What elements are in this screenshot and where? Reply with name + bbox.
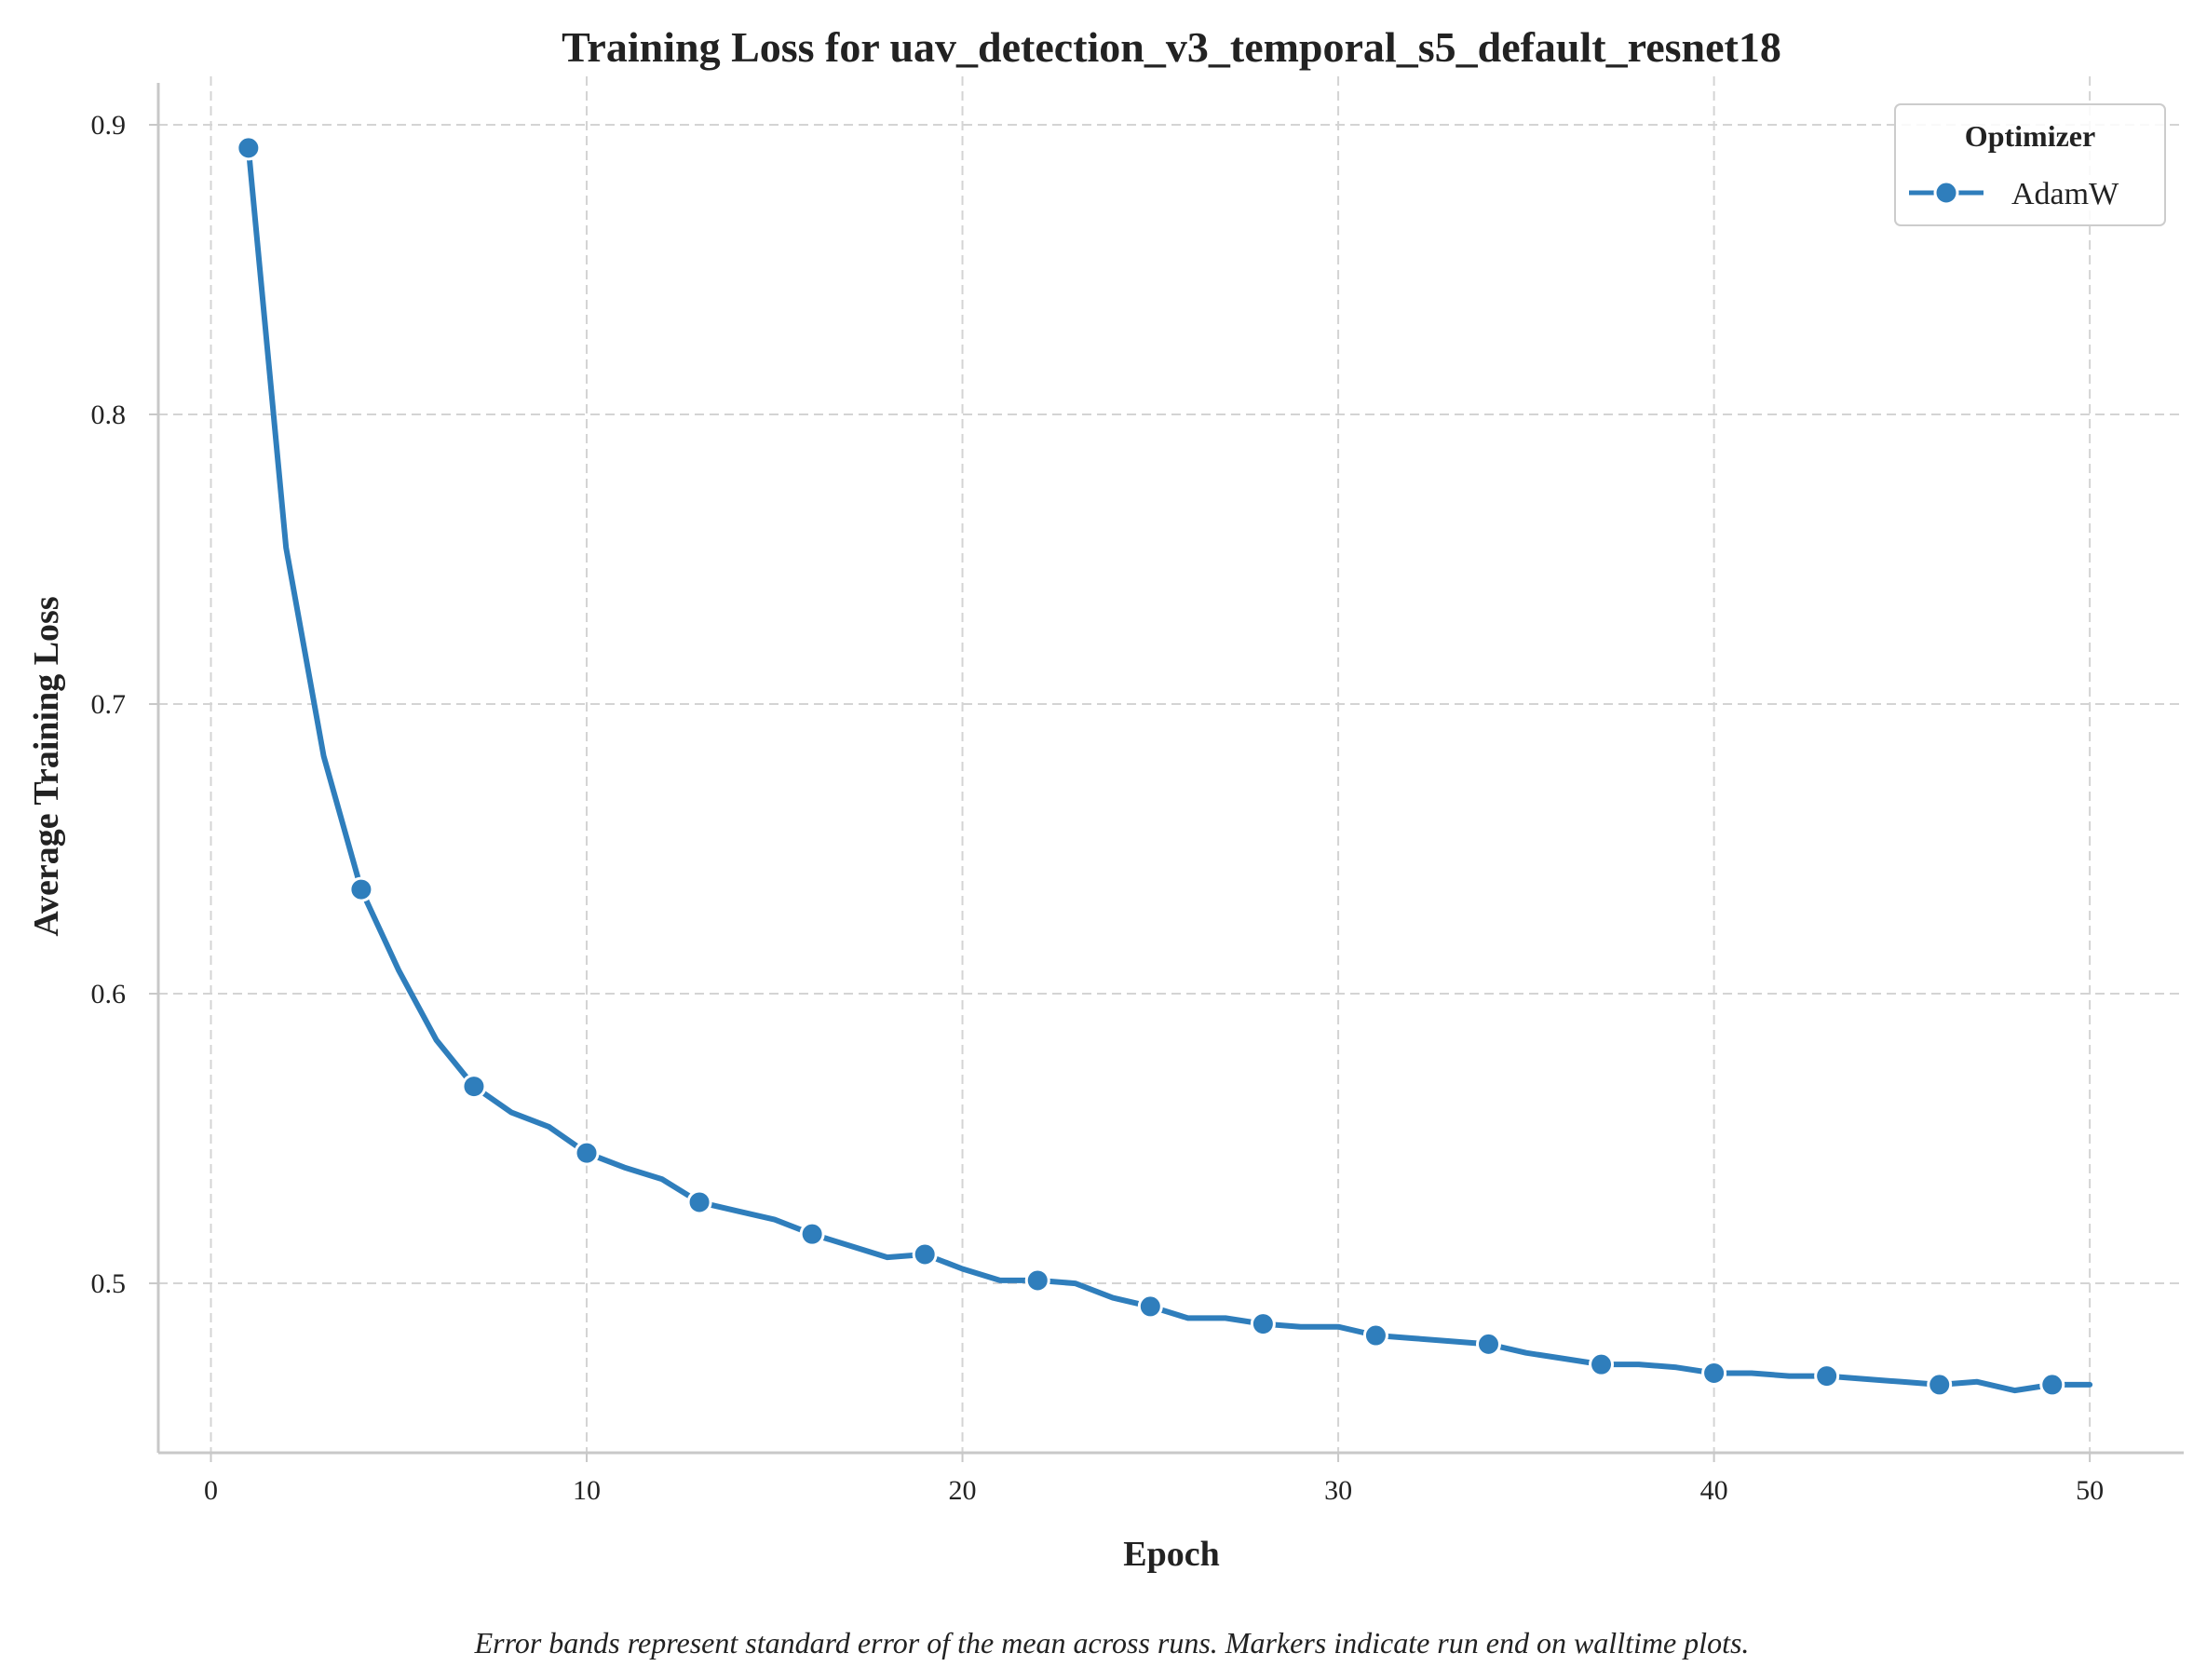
legend-entry-label: AdamW [2011, 177, 2119, 211]
data-point-marker [1701, 1360, 1727, 1386]
data-point-marker [799, 1221, 825, 1247]
data-point-marker [1250, 1311, 1276, 1337]
y-tick-label: 0.5 [91, 1268, 127, 1299]
series-adamw [236, 135, 2093, 1398]
x-tick-label: 10 [573, 1475, 601, 1506]
axes-spines [156, 83, 2184, 1455]
data-point-marker [236, 135, 262, 161]
data-point-marker [912, 1241, 938, 1267]
data-point-marker [1814, 1363, 1840, 1389]
x-axis-label: Epoch [1123, 1535, 1219, 1574]
y-axis-label: Average Training Loss [27, 596, 66, 936]
x-axis-ticks: 0 10 20 30 40 50 [204, 1453, 2104, 1506]
data-point-marker [686, 1189, 712, 1215]
chart-caption: Error bands represent standard error of … [474, 1626, 1750, 1660]
data-point-marker [1137, 1294, 1163, 1320]
data-point-marker [2039, 1372, 2065, 1398]
y-tick-label: 0.6 [91, 979, 127, 1009]
data-point-marker [1475, 1331, 1501, 1357]
legend: Optimizer AdamW [1894, 103, 2166, 226]
data-point-marker [1927, 1372, 1953, 1398]
data-point-marker [1589, 1351, 1615, 1377]
data-point-marker [461, 1074, 487, 1100]
y-tick-label: 0.9 [91, 110, 127, 141]
data-point-marker [348, 876, 374, 902]
x-tick-label: 50 [2076, 1475, 2104, 1506]
x-tick-label: 40 [1700, 1475, 1728, 1506]
legend-marker-swatch [1933, 180, 1959, 206]
data-point-marker [1024, 1267, 1050, 1294]
y-axis-ticks: 0.5 0.6 0.7 0.8 0.9 [91, 110, 158, 1299]
y-tick-label: 0.8 [91, 400, 127, 430]
legend-title: Optimizer [1965, 119, 2095, 153]
y-tick-label: 0.7 [91, 689, 127, 720]
series-layer [236, 135, 2093, 1398]
x-tick-label: 0 [204, 1475, 218, 1506]
x-tick-label: 30 [1324, 1475, 1352, 1506]
series-line [245, 144, 2093, 1394]
grid [158, 76, 2184, 1453]
chart-title: Training Loss for uav_detection_v3_tempo… [562, 23, 1781, 71]
data-point-marker [1362, 1322, 1388, 1348]
x-tick-label: 20 [949, 1475, 977, 1506]
data-point-marker [574, 1140, 600, 1166]
